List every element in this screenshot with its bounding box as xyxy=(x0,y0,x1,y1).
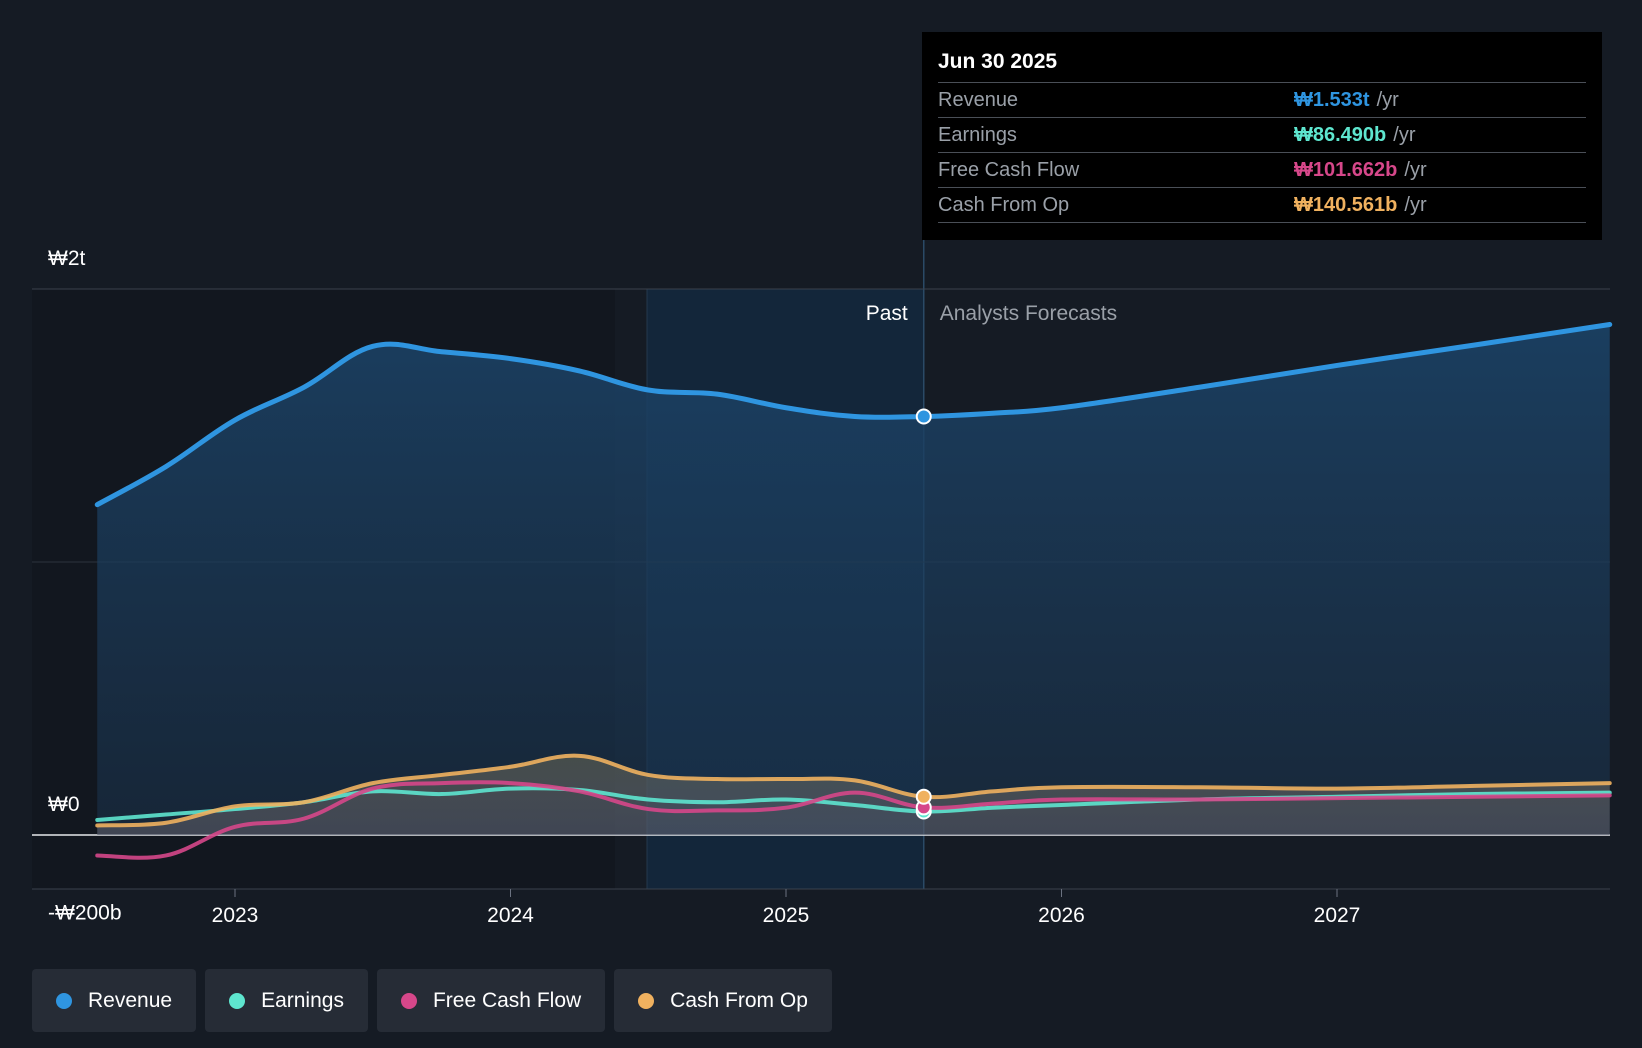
x-tick-label: 2023 xyxy=(212,904,259,927)
legend-item-earnings[interactable]: Earnings xyxy=(205,969,368,1032)
tooltip-row-cash-from-op: Cash From Op ₩140.561b /yr xyxy=(938,188,1586,223)
tooltip-row-free-cash-flow: Free Cash Flow ₩101.662b /yr xyxy=(938,153,1586,188)
legend-label: Free Cash Flow xyxy=(432,988,582,1012)
tooltip-label: Revenue xyxy=(938,89,1019,111)
tooltip-label: Free Cash Flow xyxy=(938,159,1080,181)
tooltip-value: ₩101.662b xyxy=(1294,159,1398,181)
legend-item-free-cash-flow[interactable]: Free Cash Flow xyxy=(376,969,606,1032)
cash-from-op-marker xyxy=(915,788,932,805)
y-tick-label: ₩0 xyxy=(48,793,80,816)
free-cash-flow-line xyxy=(95,780,1612,860)
tooltip-unit: /yr xyxy=(1404,194,1427,216)
legend-dot-icon xyxy=(400,992,417,1009)
revenue-area xyxy=(97,324,1610,835)
legend-dot-icon xyxy=(229,992,246,1009)
x-tick-label: 2026 xyxy=(1038,904,1085,927)
past-label: Past xyxy=(866,302,908,325)
x-tick-label: 2024 xyxy=(487,904,534,927)
tooltip-date: Jun 30 2025 xyxy=(938,46,1586,83)
x-tick-label: 2027 xyxy=(1314,904,1361,927)
revenue-line xyxy=(94,321,1613,508)
tooltip-unit: /yr xyxy=(1393,124,1416,146)
legend-item-cash-from-op[interactable]: Cash From Op xyxy=(614,969,832,1032)
revenue-marker xyxy=(915,408,932,425)
cash-from-op-line xyxy=(95,753,1612,828)
x-tick-label: 2025 xyxy=(763,904,810,927)
tooltip-value: ₩1.533t xyxy=(1294,89,1370,111)
legend-label: Revenue xyxy=(88,988,173,1012)
legend-item-revenue[interactable]: Revenue xyxy=(32,969,197,1032)
cash-from-op-area xyxy=(97,755,1610,835)
legend-label: Earnings xyxy=(261,988,344,1012)
legend-dot-icon xyxy=(56,992,72,1009)
forecast-label: Analysts Forecasts xyxy=(940,302,1117,325)
tooltip-row-revenue: Revenue ₩1.533t /yr xyxy=(938,83,1586,118)
tooltip-value: ₩140.561b xyxy=(1294,194,1398,216)
legend: Revenue Earnings Free Cash Flow Cash Fro… xyxy=(32,969,832,1032)
tooltip-unit: /yr xyxy=(1404,159,1427,181)
tooltip: Jun 30 2025 Revenue ₩1.533t /yr Earnings… xyxy=(922,32,1602,240)
y-tick-label: -₩200b xyxy=(48,902,122,925)
legend-dot-icon xyxy=(638,992,655,1009)
tooltip-unit: /yr xyxy=(1376,89,1399,111)
tooltip-label: Earnings xyxy=(938,124,1017,146)
tooltip-label: Cash From Op xyxy=(938,194,1070,216)
y-tick-label: ₩2t xyxy=(48,247,86,270)
legend-label: Cash From Op xyxy=(670,988,808,1012)
tooltip-row-earnings: Earnings ₩86.490b /yr xyxy=(938,118,1586,153)
tooltip-value: ₩86.490b xyxy=(1294,124,1387,146)
